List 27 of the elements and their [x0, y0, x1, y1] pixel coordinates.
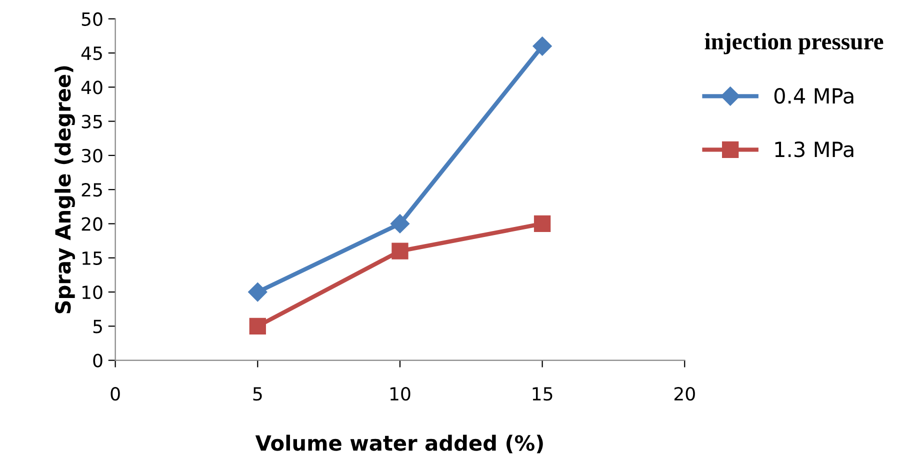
- legend-title: injection pressure: [704, 32, 884, 54]
- point: [392, 242, 408, 260]
- y-tick-label: 0: [93, 354, 102, 368]
- x-tick-label: 20: [674, 387, 695, 401]
- legend-label: 1.3 MPa: [775, 141, 854, 158]
- y-tick-label: 45: [81, 46, 102, 60]
- x-tick-label: 0: [110, 387, 120, 401]
- y-axis-title: Spray Angle (degree): [54, 66, 75, 314]
- y-tick-label: 25: [82, 183, 102, 197]
- legend-label: 0.4 MPa: [774, 88, 854, 104]
- point: [249, 318, 266, 334]
- y-tick-label: 40: [81, 80, 102, 94]
- y-tick-label: 10: [82, 285, 102, 300]
- point: [390, 214, 410, 234]
- y-tick-label: 5: [93, 320, 102, 334]
- x-tick-label: 10: [390, 387, 410, 401]
- x-axis-title: Volume water added (%): [255, 434, 543, 454]
- y-tick-label: 50: [82, 12, 102, 26]
- point: [534, 215, 551, 232]
- y-tick-label: 30: [82, 148, 102, 163]
- y-tick-label: 20: [82, 217, 102, 231]
- point: [248, 282, 268, 302]
- point: [532, 36, 552, 56]
- y-tick-label: 35: [82, 114, 102, 128]
- x-tick-label: 15: [532, 387, 552, 401]
- y-tick-label: 15: [82, 252, 102, 265]
- x-tick-label: 5: [253, 387, 262, 401]
